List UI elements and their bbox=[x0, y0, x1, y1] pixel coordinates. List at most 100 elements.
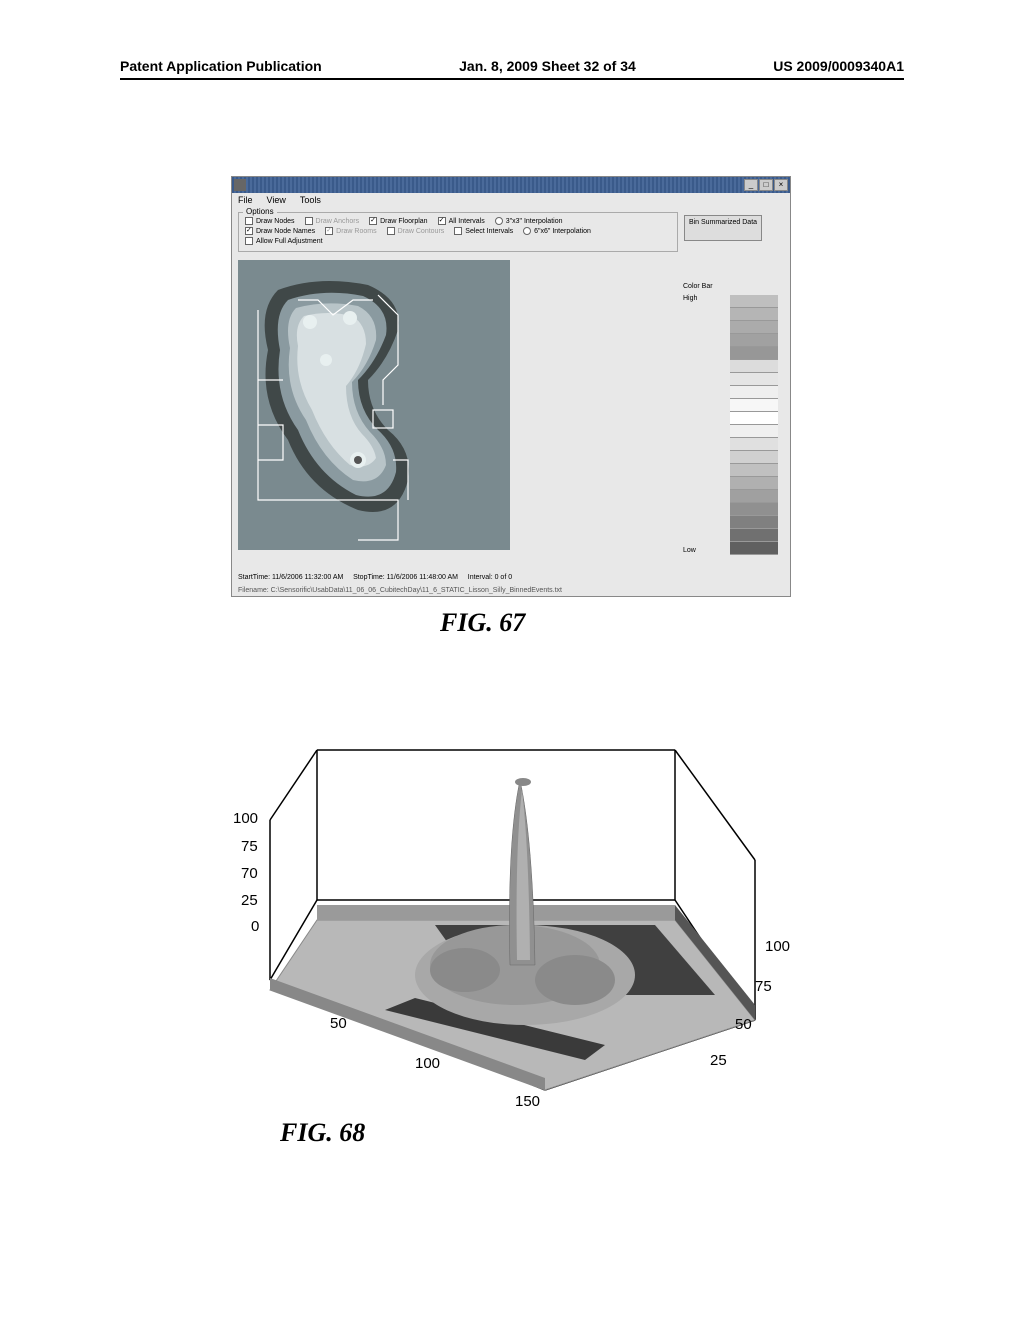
option-label: 6"x6" Interpolation bbox=[534, 228, 591, 235]
checkbox-icon[interactable] bbox=[245, 237, 253, 245]
colorbar-segment bbox=[730, 490, 778, 503]
y-tick-100: 100 bbox=[765, 938, 790, 955]
slab-back-face bbox=[317, 905, 675, 920]
option-draw-nodes[interactable]: Draw Nodes bbox=[245, 217, 295, 225]
option-label: Draw Anchors bbox=[316, 218, 360, 225]
option-draw-contours[interactable]: Draw Contours bbox=[387, 227, 445, 235]
options-row-2: Draw Node Names Draw Rooms Draw Contours Se… bbox=[245, 227, 671, 235]
option-label: Draw Rooms bbox=[336, 228, 376, 235]
x-tick-50: 50 bbox=[330, 1015, 347, 1032]
x-tick-100: 100 bbox=[415, 1055, 440, 1072]
header-left: Patent Application Publication bbox=[120, 58, 322, 74]
maximize-button[interactable]: □ bbox=[759, 179, 773, 191]
option-allow-full-adjustment[interactable]: Allow Full Adjustment bbox=[245, 237, 323, 245]
status-interval: Interval: 0 of 0 bbox=[468, 574, 512, 581]
option-label: Select Intervals bbox=[465, 228, 513, 235]
fig67-caption: FIG. 67 bbox=[440, 608, 525, 638]
options-row-3: Allow Full Adjustment bbox=[245, 237, 671, 245]
status-stop: StopTime: 11/6/2006 11:48:00 AM bbox=[353, 574, 458, 581]
z-tick-0: 0 bbox=[251, 918, 259, 935]
menu-view[interactable]: View bbox=[267, 195, 286, 206]
status-row: StartTime: 11/6/2006 11:32:00 AM StopTim… bbox=[238, 574, 512, 581]
colorbar-segment bbox=[730, 516, 778, 529]
app-window: _ □ × File View Tools Options Draw Nodes… bbox=[231, 176, 791, 597]
option-draw-floorplan[interactable]: Draw Floorplan bbox=[369, 217, 427, 225]
x-tick-150: 150 bbox=[515, 1093, 540, 1110]
colorbar-segment bbox=[730, 347, 778, 360]
checkbox-icon[interactable] bbox=[245, 217, 253, 225]
status-start: StartTime: 11/6/2006 11:32:00 AM bbox=[238, 574, 343, 581]
radio-icon[interactable] bbox=[523, 227, 531, 235]
colorbar-segment bbox=[730, 308, 778, 321]
checkbox-icon[interactable] bbox=[325, 227, 333, 235]
option-draw-rooms[interactable]: Draw Rooms bbox=[325, 227, 376, 235]
option-all-intervals[interactable]: All Intervals bbox=[438, 217, 485, 225]
header-right: US 2009/0009340A1 bbox=[773, 58, 904, 74]
option-select-intervals[interactable]: Select Intervals bbox=[454, 227, 513, 235]
colorbar-segment bbox=[730, 412, 778, 425]
option-6-x6-interpolation[interactable]: 6"x6" Interpolation bbox=[523, 227, 591, 235]
option-3-x3-interpolation[interactable]: 3"x3" Interpolation bbox=[495, 217, 563, 225]
options-panel: Options Draw NodesDraw AnchorsDraw Floor… bbox=[238, 212, 678, 252]
checkbox-icon[interactable] bbox=[438, 217, 446, 225]
option-label: Draw Node Names bbox=[256, 228, 315, 235]
options-row-1: Draw Nodes Draw Anchors Draw Floorplan All … bbox=[245, 217, 671, 225]
option-label: 3"x3" Interpolation bbox=[506, 218, 563, 225]
filename-row: Filename: C:\Sensorific\UsabData\11_06_0… bbox=[238, 587, 562, 594]
checkbox-icon[interactable] bbox=[387, 227, 395, 235]
colorbar-low: Low bbox=[683, 547, 696, 554]
option-label: Allow Full Adjustment bbox=[256, 238, 323, 245]
z-tick-25: 25 bbox=[241, 892, 258, 909]
surface-mounds bbox=[415, 778, 635, 1025]
y-tick-50: 50 bbox=[735, 1016, 752, 1033]
fig68-chart: 100 75 70 25 0 50 100 150 25 50 75 100 bbox=[235, 720, 795, 1120]
radio-icon[interactable] bbox=[495, 217, 503, 225]
peak-4-center bbox=[354, 456, 362, 464]
bin-summarized-button[interactable]: Bin Summarized Data bbox=[684, 215, 762, 241]
colorbar-segment bbox=[730, 373, 778, 386]
checkbox-icon[interactable] bbox=[369, 217, 377, 225]
colorbar-panel: Color Bar High Low bbox=[683, 285, 778, 565]
heatmap-floorplan bbox=[238, 260, 510, 550]
colorbar-title: Color Bar bbox=[683, 283, 713, 290]
menu-tools[interactable]: Tools bbox=[300, 195, 321, 206]
titlebar: _ □ × bbox=[232, 177, 790, 193]
minimize-button[interactable]: _ bbox=[744, 179, 758, 191]
option-label: Draw Contours bbox=[398, 228, 445, 235]
app-icon bbox=[234, 179, 246, 191]
checkbox-icon[interactable] bbox=[245, 227, 253, 235]
menu-file[interactable]: File bbox=[238, 195, 253, 206]
header-center: Jan. 8, 2009 Sheet 32 of 34 bbox=[459, 58, 636, 74]
fig68-caption: FIG. 68 bbox=[280, 1118, 365, 1148]
close-button[interactable]: × bbox=[774, 179, 788, 191]
colorbar-segment bbox=[730, 503, 778, 516]
colorbar-segment bbox=[730, 464, 778, 477]
option-label: Draw Floorplan bbox=[380, 218, 427, 225]
colorbar-high: High bbox=[683, 295, 697, 302]
colorbar-segment bbox=[730, 451, 778, 464]
window-controls: _ □ × bbox=[744, 179, 788, 191]
colorbar-segment bbox=[730, 425, 778, 438]
peak-2 bbox=[343, 311, 357, 325]
colorbar-segment bbox=[730, 295, 778, 308]
peak-3 bbox=[320, 354, 332, 366]
colorbar-segment bbox=[730, 438, 778, 451]
colorbar-segment bbox=[730, 477, 778, 490]
z-tick-70: 70 bbox=[241, 865, 258, 882]
colorbar-segment bbox=[730, 542, 778, 555]
checkbox-icon[interactable] bbox=[305, 217, 313, 225]
colorbar-segment bbox=[730, 334, 778, 347]
option-draw-node-names[interactable]: Draw Node Names bbox=[245, 227, 315, 235]
colorbar-segment bbox=[730, 529, 778, 542]
z-tick-75: 75 bbox=[241, 838, 258, 855]
option-draw-anchors[interactable]: Draw Anchors bbox=[305, 217, 360, 225]
header-rule bbox=[120, 78, 904, 80]
checkbox-icon[interactable] bbox=[454, 227, 462, 235]
menubar: File View Tools bbox=[232, 193, 790, 208]
y-tick-25: 25 bbox=[710, 1052, 727, 1069]
y-tick-75: 75 bbox=[755, 978, 772, 995]
option-label: All Intervals bbox=[449, 218, 485, 225]
colorbar bbox=[730, 295, 778, 555]
contour-map-svg bbox=[238, 260, 510, 550]
colorbar-segment bbox=[730, 360, 778, 373]
